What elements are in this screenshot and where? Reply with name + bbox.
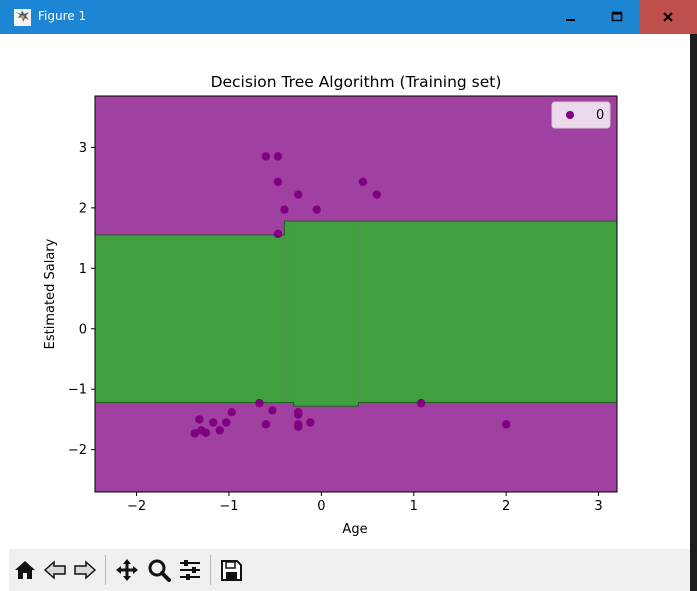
y-tick-label: 2 <box>79 201 87 216</box>
class-1-region <box>95 235 285 403</box>
chart-title: Decision Tree Algorithm (Training set) <box>211 73 502 91</box>
x-tick-label: 2 <box>502 499 510 514</box>
scatter-points <box>190 152 511 438</box>
window-border-right <box>690 34 697 591</box>
scatter-point <box>227 407 236 417</box>
scatter-point <box>261 152 271 161</box>
class-1-region <box>358 221 617 403</box>
class-1-region <box>284 221 294 403</box>
scatter-point <box>255 398 264 408</box>
back-icon[interactable] <box>41 556 69 584</box>
x-tick-label: −2 <box>127 499 146 514</box>
forward-icon[interactable] <box>71 556 99 584</box>
x-axis-label: Age <box>342 522 367 537</box>
decision-tree-chart[interactable]: −2 −1 0 1 2 3 −2 −1 0 1 2 3 Decision Tree Algorith… <box>9 34 690 549</box>
scatter-point <box>294 190 303 199</box>
decision-boundary-upper <box>95 220 617 236</box>
scatter-point <box>201 428 211 437</box>
navigation-toolbar <box>9 549 690 591</box>
x-tick-label: 1 <box>410 499 418 514</box>
scatter-point <box>190 429 199 438</box>
x-tick-label: −1 <box>219 499 238 514</box>
zoom-icon[interactable] <box>145 556 173 584</box>
close-icon <box>663 12 673 22</box>
toolbar-separator <box>210 555 211 585</box>
scatter-point <box>261 420 271 429</box>
scatter-point <box>372 190 381 199</box>
scatter-point <box>273 152 283 161</box>
y-axis-label: Estimated Salary <box>43 238 58 349</box>
title-bar[interactable]: Figure 1 <box>0 0 697 34</box>
x-tick-label: 0 <box>317 499 325 514</box>
scatter-point <box>358 177 368 187</box>
y-tick-label: 3 <box>79 141 87 156</box>
plot-frame <box>94 95 618 493</box>
y-axis-ticks: −2 −1 0 1 2 3 <box>68 141 95 458</box>
subplots-icon[interactable] <box>176 556 204 584</box>
y-tick-label: 0 <box>79 322 87 337</box>
scatter-point <box>294 422 303 431</box>
scatter-point <box>209 418 218 427</box>
y-tick-label: 1 <box>79 262 87 277</box>
x-axis-ticks: −2 −1 0 1 2 3 <box>127 492 603 514</box>
x-tick-label: 3 <box>594 499 602 514</box>
close-button[interactable] <box>639 0 697 34</box>
scatter-point <box>215 426 224 435</box>
window-border-left <box>0 34 9 591</box>
scatter-point <box>501 420 511 429</box>
legend: 0 <box>551 101 611 129</box>
minimize-icon <box>566 19 575 21</box>
scatter-point <box>280 205 289 214</box>
maximize-icon <box>611 11 623 22</box>
maximize-button[interactable] <box>593 0 639 34</box>
y-tick-label: −1 <box>68 383 87 398</box>
class-1-region <box>293 221 359 407</box>
scatter-point <box>195 415 204 424</box>
figure-app-icon <box>14 9 31 26</box>
scatter-point <box>273 229 283 239</box>
scatter-point <box>221 418 231 427</box>
window-title: Figure 1 <box>38 9 87 23</box>
figure-canvas[interactable]: −2 −1 0 1 2 3 −2 −1 0 1 2 3 Decision Tree Algorith… <box>9 34 690 549</box>
toolbar-separator <box>105 555 106 585</box>
pan-icon[interactable] <box>113 556 141 584</box>
home-icon[interactable] <box>11 556 39 584</box>
legend-box <box>551 101 611 129</box>
legend-marker <box>566 111 574 119</box>
minimize-button[interactable] <box>547 0 593 34</box>
decision-regions <box>95 96 617 492</box>
scatter-point <box>312 205 321 214</box>
scatter-point <box>416 398 426 408</box>
decision-boundary-lower <box>95 402 617 407</box>
legend-label: 0 <box>596 108 604 123</box>
scatter-point <box>306 418 315 427</box>
y-tick-label: −2 <box>68 443 87 458</box>
scatter-point <box>294 410 303 419</box>
save-icon[interactable] <box>217 556 245 584</box>
scatter-point <box>268 406 277 415</box>
scatter-point <box>273 177 283 187</box>
